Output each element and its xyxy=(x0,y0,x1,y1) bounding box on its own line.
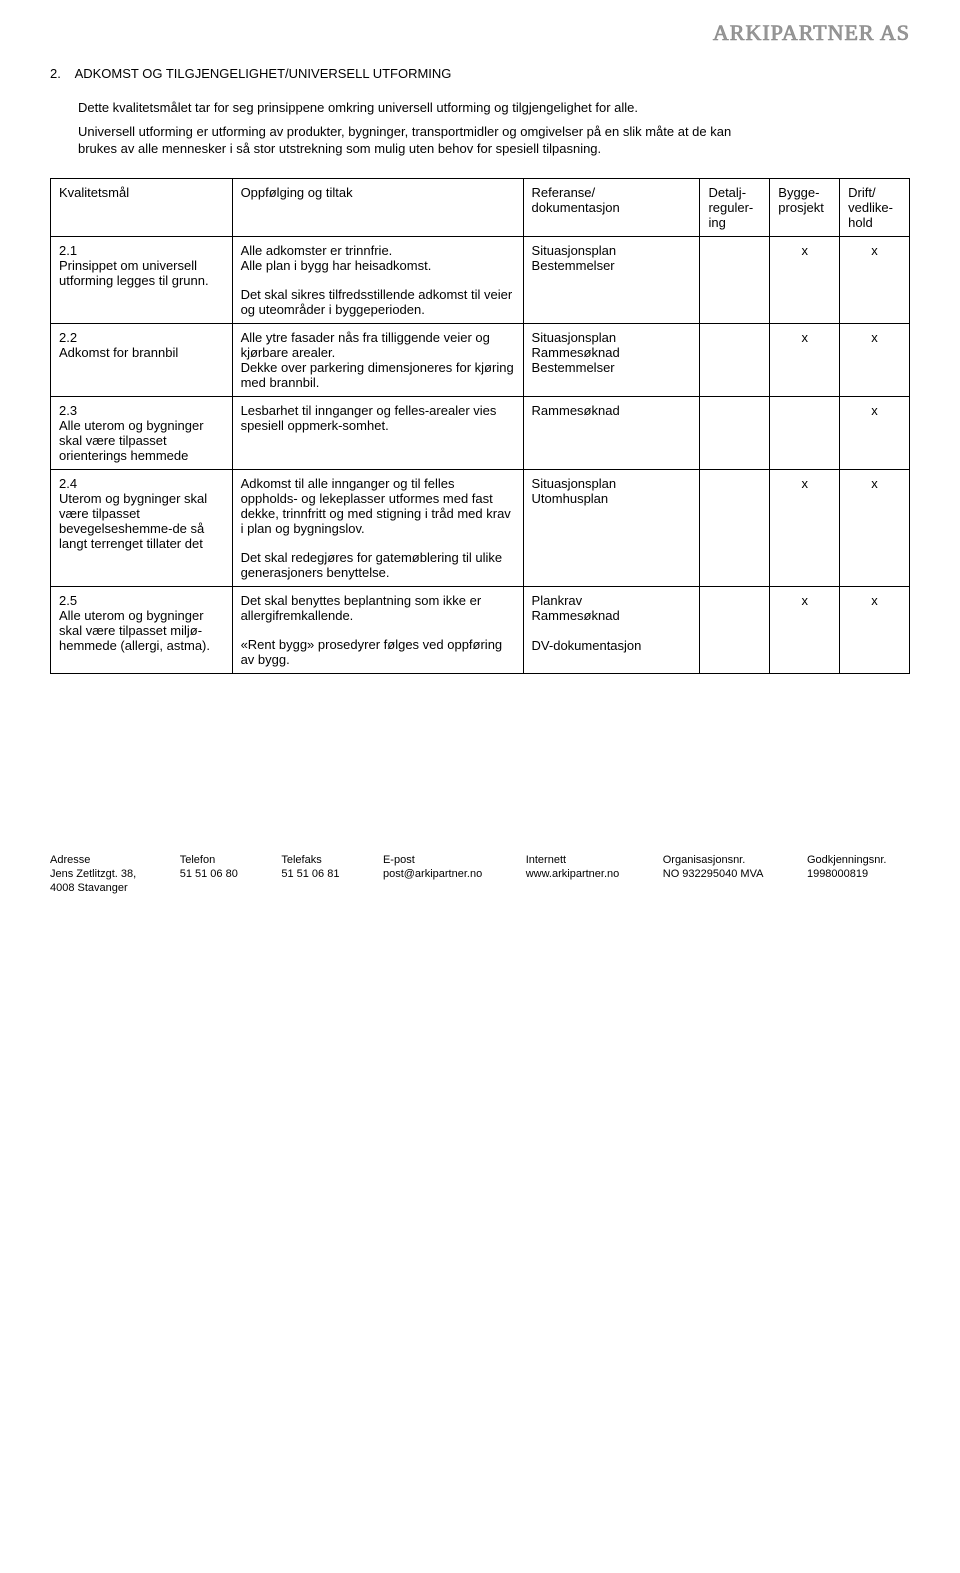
table-row: 2.5 Alle uterom og bygninger skal være t… xyxy=(51,586,910,673)
quality-table: Kvalitetsmål Oppfølging og tiltak Refera… xyxy=(50,178,910,674)
cell-action: Alle adkomster er trinnfrie. Alle plan i… xyxy=(232,236,523,323)
table-row: 2.1 Prinsippet om universell utforming l… xyxy=(51,236,910,323)
table-row: 2.4 Uterom og bygninger skal være tilpas… xyxy=(51,469,910,586)
footer-fax-label: Telefaks xyxy=(281,854,363,866)
brand-logo: ARKIPARTNER AS xyxy=(50,20,910,46)
cell-action: Adkomst til alle innganger og til felles… xyxy=(232,469,523,586)
col-header-operation: Drift/ vedlike- hold xyxy=(840,178,910,236)
footer-org-label: Organisasjonsnr. xyxy=(663,854,787,866)
cell-action: Lesbarhet til innganger og felles-areale… xyxy=(232,396,523,469)
col-header-action: Oppfølging og tiltak xyxy=(232,178,523,236)
table-row: 2.3 Alle uterom og bygninger skal være t… xyxy=(51,396,910,469)
cell-goal: 2.2 Adkomst for brannbil xyxy=(51,323,233,396)
cell-mark: x xyxy=(840,469,910,586)
cell-mark xyxy=(700,323,770,396)
col-header-project: Bygge- prosjekt xyxy=(770,178,840,236)
cell-mark: x xyxy=(840,323,910,396)
col-header-goal: Kvalitetsmål xyxy=(51,178,233,236)
cell-goal: 2.3 Alle uterom og bygninger skal være t… xyxy=(51,396,233,469)
cell-action: Det skal benyttes beplantning som ikke e… xyxy=(232,586,523,673)
cell-mark xyxy=(700,236,770,323)
table-row: 2.2 Adkomst for brannbilAlle ytre fasade… xyxy=(51,323,910,396)
cell-mark: x xyxy=(840,236,910,323)
footer-tel-label: Telefon xyxy=(180,854,262,866)
cell-mark: x xyxy=(770,236,840,323)
section-title: ADKOMST OG TILGJENGELIGHET/UNIVERSELL UT… xyxy=(75,66,452,81)
cell-ref: Plankrav Rammesøknad DV-dokumentasjon xyxy=(523,586,700,673)
footer-tel: 51 51 06 80 xyxy=(180,868,262,880)
footer-approval-label: Godkjenningsnr. xyxy=(807,854,910,866)
cell-goal: 2.1 Prinsippet om universell utforming l… xyxy=(51,236,233,323)
cell-mark: x xyxy=(840,396,910,469)
table-header-row: Kvalitetsmål Oppfølging og tiltak Refera… xyxy=(51,178,910,236)
footer-org: NO 932295040 MVA xyxy=(663,868,787,880)
cell-mark xyxy=(770,396,840,469)
footer-email: post@arkipartner.no xyxy=(383,868,506,880)
cell-mark xyxy=(700,396,770,469)
footer-addr1: Jens Zetlitzgt. 38, xyxy=(50,868,160,880)
footer-fax: 51 51 06 81 xyxy=(281,868,363,880)
footer: Adresse Jens Zetlitzgt. 38, 4008 Stavang… xyxy=(50,854,910,894)
footer-web: www.arkipartner.no xyxy=(526,868,643,880)
cell-ref: Situasjonsplan Utomhusplan xyxy=(523,469,700,586)
cell-ref: Rammesøknad xyxy=(523,396,700,469)
footer-addr2: 4008 Stavanger xyxy=(50,882,160,894)
footer-addr-label: Adresse xyxy=(50,854,160,866)
cell-goal: 2.4 Uterom og bygninger skal være tilpas… xyxy=(51,469,233,586)
intro-block: Dette kvalitetsmålet tar for seg prinsip… xyxy=(78,99,758,158)
intro-para-1: Dette kvalitetsmålet tar for seg prinsip… xyxy=(78,99,758,117)
cell-mark: x xyxy=(770,586,840,673)
cell-mark: x xyxy=(770,469,840,586)
cell-mark xyxy=(700,469,770,586)
cell-action: Alle ytre fasader nås fra tilliggende ve… xyxy=(232,323,523,396)
footer-email-label: E-post xyxy=(383,854,506,866)
cell-mark xyxy=(700,586,770,673)
section-heading: 2. ADKOMST OG TILGJENGELIGHET/UNIVERSELL… xyxy=(50,66,910,81)
footer-web-label: Internett xyxy=(526,854,643,866)
cell-mark: x xyxy=(770,323,840,396)
section-number: 2. xyxy=(50,66,61,81)
cell-ref: Situasjonsplan Rammesøknad Bestemmelser xyxy=(523,323,700,396)
col-header-ref: Referanse/ dokumentasjon xyxy=(523,178,700,236)
cell-goal: 2.5 Alle uterom og bygninger skal være t… xyxy=(51,586,233,673)
cell-mark: x xyxy=(840,586,910,673)
cell-ref: Situasjonsplan Bestemmelser xyxy=(523,236,700,323)
col-header-detail: Detalj- reguler- ing xyxy=(700,178,770,236)
footer-approval: 1998000819 xyxy=(807,868,910,880)
intro-para-2: Universell utforming er utforming av pro… xyxy=(78,123,758,158)
